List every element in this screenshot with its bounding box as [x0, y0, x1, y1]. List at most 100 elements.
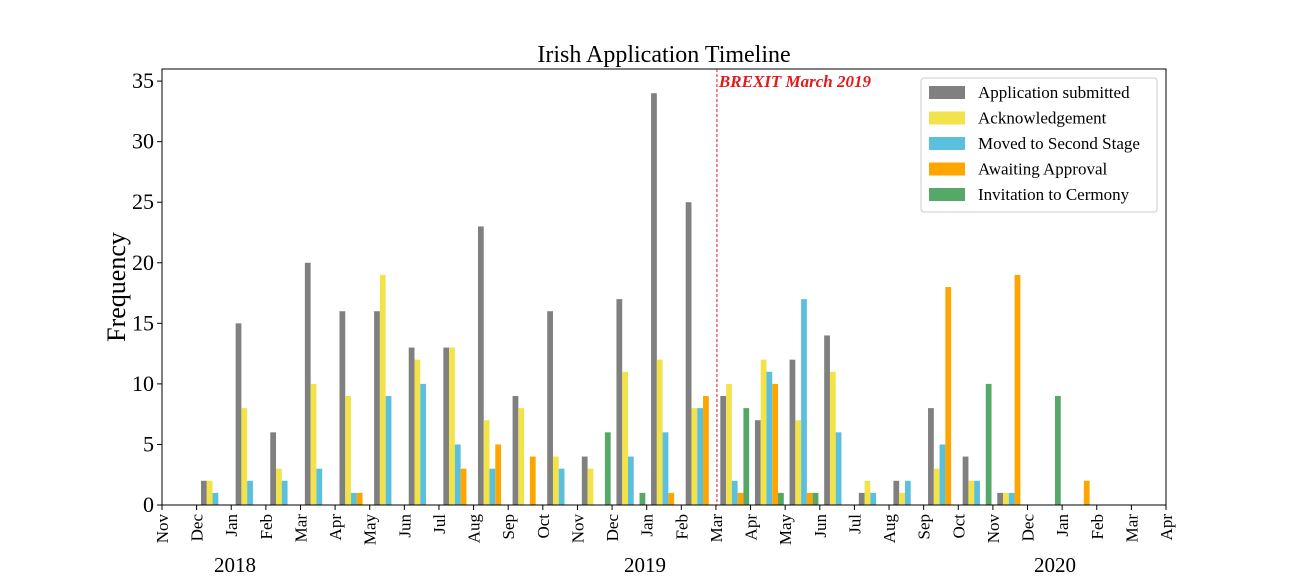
- bar: [460, 468, 467, 505]
- bar: [304, 262, 311, 505]
- bar: [985, 383, 992, 505]
- bar: [616, 299, 623, 505]
- legend-entry: Application submitted: [978, 83, 1130, 102]
- bar: [824, 335, 830, 505]
- bar: [518, 408, 525, 505]
- x-tick-label: Jun: [811, 514, 830, 538]
- x-tick-label: Aug: [465, 514, 484, 544]
- bar: [552, 456, 559, 505]
- x-tick-label: Feb: [257, 514, 276, 540]
- bar: [1008, 492, 1015, 505]
- x-tick-label: Aug: [880, 514, 899, 544]
- bar: [668, 492, 675, 505]
- bar: [310, 383, 317, 505]
- bar: [962, 456, 969, 505]
- legend-swatch: [929, 162, 965, 176]
- year-label: 2019: [624, 553, 666, 576]
- x-tick-label: Jan: [1053, 514, 1072, 537]
- bar: [1083, 480, 1090, 505]
- x-tick-label: May: [361, 514, 380, 546]
- bar: [789, 359, 796, 505]
- bar: [206, 480, 213, 505]
- x-tick-label: Sep: [915, 514, 934, 540]
- bar: [1054, 396, 1061, 505]
- x-tick-label: Apr: [326, 514, 345, 541]
- y-tick-label: 5: [143, 431, 154, 456]
- bar: [829, 371, 836, 505]
- bar: [339, 311, 346, 505]
- bar: [858, 492, 865, 505]
- x-tick-label: Dec: [1019, 514, 1038, 542]
- x-tick-label: Nov: [568, 514, 587, 544]
- bar: [374, 311, 380, 505]
- legend-entry: Invitation to Cermony: [978, 185, 1130, 204]
- legend-swatch: [929, 137, 965, 150]
- bar: [414, 359, 421, 505]
- bar: [212, 492, 219, 505]
- bar: [691, 408, 698, 505]
- bar: [547, 311, 553, 505]
- legend: Application submitted Acknowledgement Move…: [920, 77, 1158, 213]
- bar: [945, 287, 952, 505]
- x-tick-label: Oct: [534, 514, 553, 539]
- bar: [812, 492, 819, 505]
- y-axis-label: Frequency: [102, 232, 131, 342]
- x-tick-label: Jan: [222, 514, 241, 537]
- legend-box: [920, 77, 1158, 213]
- legend-entry: Acknowledgement: [978, 109, 1107, 128]
- bar: [835, 432, 842, 505]
- bar: [408, 347, 415, 505]
- bar: [454, 444, 461, 505]
- bar: [270, 432, 277, 505]
- bar: [627, 456, 634, 505]
- bar: [316, 468, 323, 505]
- legend-entry: Moved to Second Stage: [978, 134, 1140, 153]
- bar: [587, 468, 594, 505]
- bar: [778, 492, 784, 505]
- bar: [801, 299, 807, 505]
- bar: [795, 420, 802, 505]
- x-tick-label: Jun: [395, 514, 414, 538]
- x-tick-label: Feb: [1088, 514, 1107, 540]
- x-tick-label: Apr: [1157, 514, 1176, 541]
- y-tick-label: 35: [132, 68, 154, 93]
- x-tick-label: Apr: [742, 514, 761, 541]
- x-tick-label: Nov: [153, 514, 172, 544]
- plot-frame: [161, 68, 1167, 506]
- bar: [904, 480, 911, 505]
- bar: [345, 396, 352, 505]
- bar: [281, 480, 288, 505]
- bars-layer: [201, 93, 1090, 505]
- bar: [766, 371, 773, 505]
- axes-layer: 0 5 10 15 20 25 30 35 Nov Dec Jan Feb Mar Apr May Jun Ju…: [132, 68, 1176, 576]
- legend-entry: Awaiting Approval: [978, 160, 1108, 179]
- y-tick-label: 0: [143, 492, 154, 517]
- y-tick-label: 20: [132, 250, 154, 275]
- x-tick-label: Jan: [638, 514, 657, 537]
- bar: [743, 408, 750, 505]
- bar: [420, 383, 427, 505]
- year-label: 2020: [1034, 553, 1076, 576]
- bar: [356, 492, 363, 505]
- x-tick-label: Dec: [188, 514, 207, 542]
- bar: [662, 432, 669, 505]
- y-tick-label: 25: [132, 189, 154, 214]
- bar: [581, 456, 588, 505]
- bar: [477, 226, 484, 505]
- x-tick-label: Sep: [499, 514, 518, 540]
- bar: [489, 468, 496, 505]
- bar: [622, 371, 628, 505]
- x-tick-label: Nov: [984, 514, 1003, 544]
- y-tick-label: 15: [132, 310, 154, 335]
- legend-swatch: [929, 86, 965, 99]
- bar: [483, 420, 490, 505]
- x-tick-label: Mar: [291, 514, 310, 543]
- bar: [939, 444, 946, 505]
- bar: [974, 480, 980, 505]
- bar: [656, 359, 663, 505]
- bar: [997, 492, 1004, 505]
- year-label: 2018: [214, 553, 256, 576]
- bar: [760, 359, 767, 505]
- bar: [604, 432, 611, 505]
